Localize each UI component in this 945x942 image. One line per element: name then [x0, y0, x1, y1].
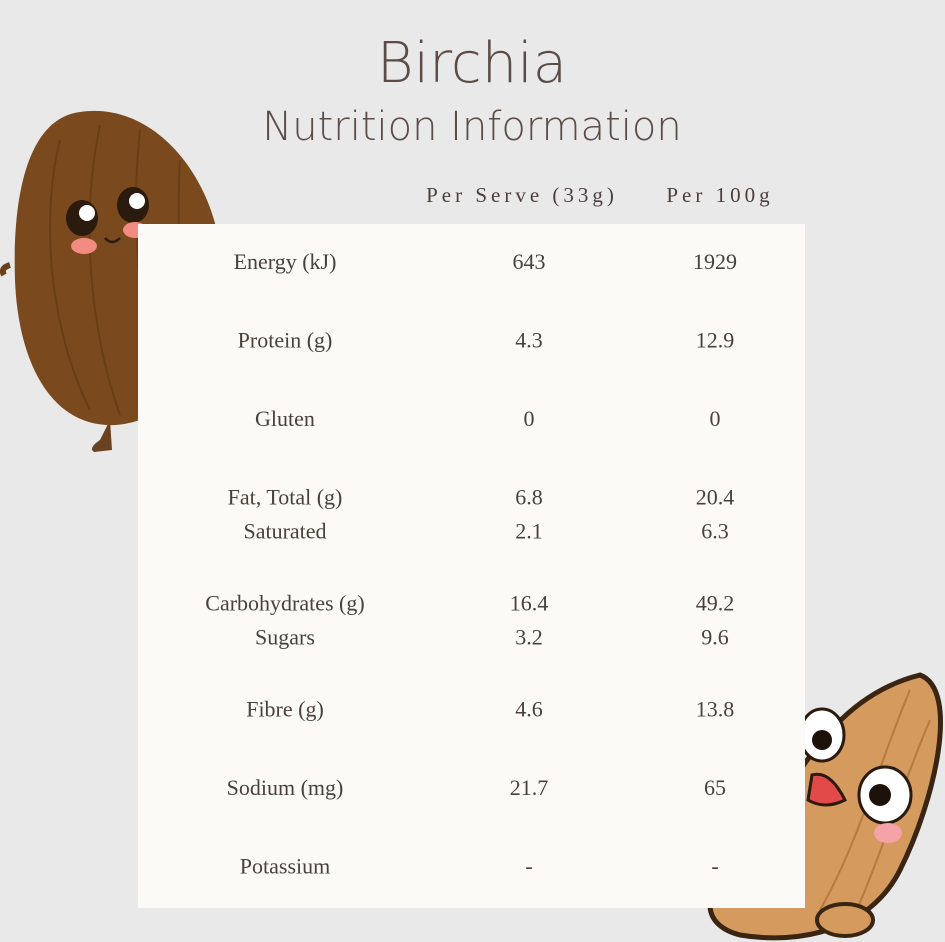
nutrient-label: Fibre (g)	[246, 697, 324, 722]
nutrient-value: 13.8	[696, 697, 735, 722]
nutrient-label: Saturated	[243, 519, 326, 544]
nutrient-value: 643	[513, 249, 546, 274]
nutrient-value: 3.2	[515, 625, 543, 650]
nutrient-label: Carbohydrates (g)	[205, 591, 364, 616]
nutrient-value: 1929	[693, 249, 737, 274]
nutrient-value: 6.8	[515, 485, 543, 510]
table-card	[138, 224, 805, 908]
nutrient-value: 20.4	[696, 485, 735, 510]
column-header: Per 100g	[666, 183, 773, 207]
nutrient-value: 49.2	[696, 591, 735, 616]
nutrient-value: 21.7	[510, 775, 549, 800]
title: Birchia	[377, 31, 567, 96]
nutrient-label: Potassium	[240, 854, 330, 879]
nutrient-value: 9.6	[701, 625, 729, 650]
nutrient-label: Sugars	[255, 625, 315, 650]
nutrient-value: 0	[524, 406, 535, 431]
nutrient-value: -	[525, 854, 532, 879]
nutrient-value: 16.4	[510, 591, 549, 616]
subtitle: Nutrition Information	[262, 104, 681, 150]
nutrient-label: Fat, Total (g)	[228, 485, 343, 510]
nutrient-label: Sodium (mg)	[227, 775, 344, 800]
nutrient-value: 2.1	[515, 519, 543, 544]
nutrient-value: 12.9	[696, 328, 735, 353]
nutrient-label: Energy (kJ)	[234, 249, 337, 274]
nutrient-label: Gluten	[255, 406, 315, 431]
nutrient-value: 4.3	[515, 328, 543, 353]
nutrient-label: Protein (g)	[238, 328, 333, 353]
nutrition-table: Per Serve (33g) Per 100g Energy (kJ) 643 192…	[205, 183, 773, 879]
nutrient-value: 6.3	[701, 519, 729, 544]
nutrient-value: 4.6	[515, 697, 543, 722]
nutrient-value: -	[711, 854, 718, 879]
nutrient-value: 65	[704, 775, 726, 800]
column-header: Per Serve (33g)	[426, 183, 618, 207]
nutrient-value: 0	[710, 406, 721, 431]
